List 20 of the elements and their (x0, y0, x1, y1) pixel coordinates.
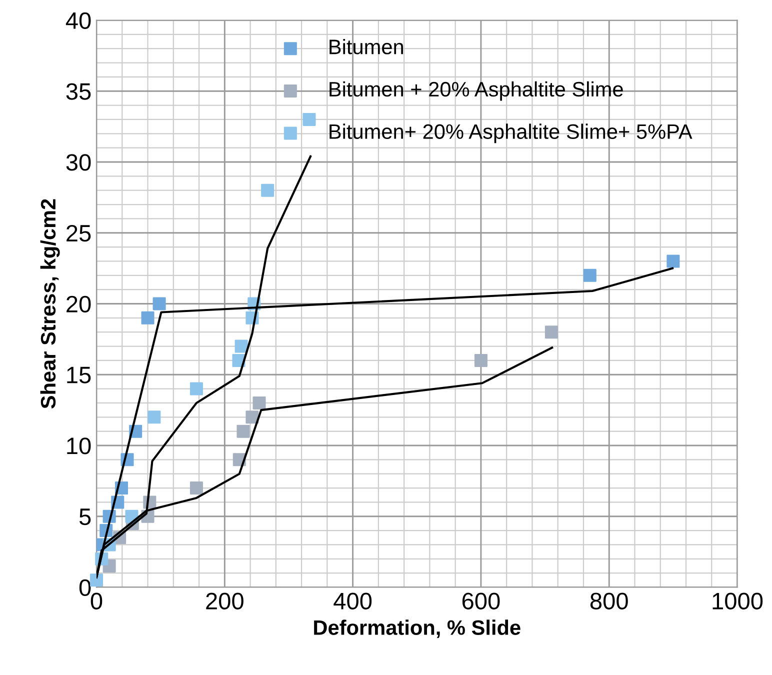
y-tick-label: 35 (66, 83, 91, 100)
x-tick-label: 600 (462, 592, 500, 610)
x-tick-label: 200 (206, 592, 244, 610)
x-axis-title: Deformation, % Slide (314, 620, 520, 638)
y-tick-label: 10 (67, 438, 91, 454)
x-tick-label: 400 (334, 592, 372, 610)
y-tick-label: 15 (67, 366, 91, 384)
legend-label: Bitumen+ 20% Asphaltite Slime+ 5%PA (330, 124, 692, 144)
y-tick-label: 0 (79, 579, 91, 596)
y-tick-label: 25 (66, 224, 91, 242)
y-tick-label: 5 (79, 508, 91, 526)
y-axis-title: Shear Stress, kg/cm2 (40, 199, 60, 409)
x-tick-label: 1000 (712, 592, 763, 610)
y-tick-label: 40 (66, 12, 91, 30)
y-tick-label: 20 (66, 296, 91, 313)
x-tick-label: 0 (90, 592, 102, 610)
legend-label: Bitumen + 20% Asphaltite Slime (330, 81, 623, 101)
y-tick-label: 30 (66, 154, 91, 171)
x-tick-label: 800 (590, 592, 628, 610)
legend-label: Bitumen (330, 39, 403, 54)
